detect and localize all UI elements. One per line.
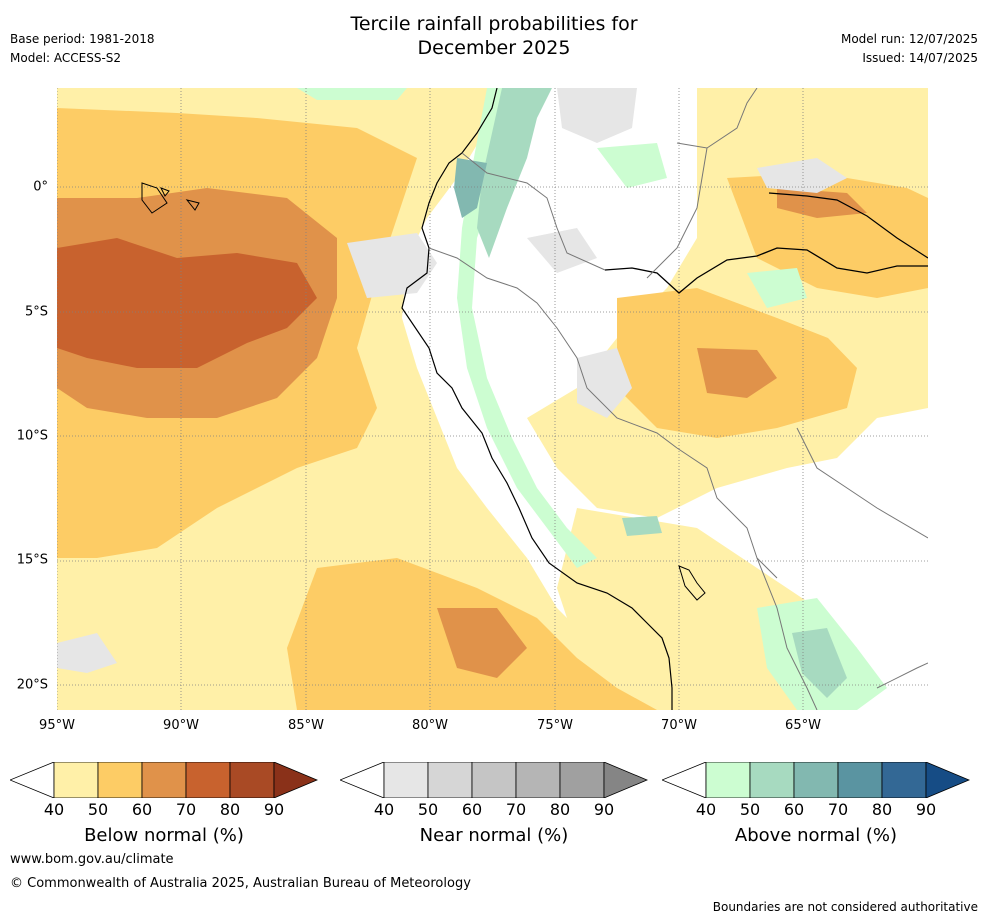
colorbar-near-tick: 60 bbox=[461, 800, 483, 819]
colorbar-below-seg-4 bbox=[229, 761, 275, 799]
colorbar-below-seg-1 bbox=[97, 761, 143, 799]
colorbar-near-tick: 80 bbox=[549, 800, 571, 819]
colorbar-near-seg-4 bbox=[559, 761, 605, 799]
colorbar-near-tick: 40 bbox=[373, 800, 395, 819]
lon-label-90w: 90°W bbox=[163, 718, 199, 733]
colorbar-above-seg-3 bbox=[837, 761, 883, 799]
colorbar-above-tick: 50 bbox=[739, 800, 761, 819]
copyright-text: © Commonwealth of Australia 2025, Austra… bbox=[10, 876, 471, 891]
colorbar-near-tick: 70 bbox=[505, 800, 527, 819]
lat-label-20s: 20°S bbox=[16, 677, 48, 693]
lon-label-95w: 95°W bbox=[39, 718, 75, 733]
above-50-patch-coast bbox=[622, 516, 662, 536]
colorbar-above-graphic bbox=[660, 761, 971, 799]
lon-label-65w: 65°W bbox=[785, 718, 821, 733]
lat-label-0: 0° bbox=[33, 179, 48, 195]
colorbar-below-graphic bbox=[8, 761, 319, 799]
near-40-patch-1 bbox=[557, 88, 637, 143]
colorbar-below-min-arrow bbox=[8, 761, 55, 799]
colorbar-above-ticks: 40 50 60 70 80 90 bbox=[662, 800, 970, 819]
below-70-region-pacific bbox=[57, 238, 317, 368]
amazon-river bbox=[604, 247, 928, 294]
lat-label-5s: 5°S bbox=[24, 304, 48, 320]
coastline bbox=[401, 87, 673, 710]
colorbar-above-seg-2 bbox=[793, 761, 839, 799]
colorbar-above-tick: 60 bbox=[783, 800, 805, 819]
colorbar-near-seg-3 bbox=[515, 761, 561, 799]
lake-titicaca bbox=[678, 565, 706, 601]
galapagos-islands bbox=[141, 182, 200, 214]
boundary-disclaimer: Boundaries are not considered authoritat… bbox=[712, 900, 978, 914]
colorbar-below-tick: 90 bbox=[263, 800, 285, 819]
colorbar-below-ticks: 40 50 60 70 80 90 bbox=[10, 800, 318, 819]
colorbar-below-seg-0 bbox=[53, 761, 99, 799]
above-50-region-andes bbox=[477, 88, 552, 258]
above-40-region-andes bbox=[457, 88, 597, 568]
title-line-1: Tercile rainfall probabilities for bbox=[350, 13, 638, 35]
colorbar-above-normal bbox=[660, 761, 971, 799]
colorbar-above-seg-0 bbox=[705, 761, 751, 799]
title-line-2: December 2025 bbox=[417, 37, 571, 59]
near-40-patch-6 bbox=[527, 228, 597, 273]
issued-label: Issued: 14/07/2025 bbox=[862, 51, 978, 65]
colorbar-below-normal bbox=[8, 761, 319, 799]
amazon-tributary bbox=[768, 192, 929, 259]
colorbar-near-seg-0 bbox=[383, 761, 429, 799]
rainfall-probability-map bbox=[56, 87, 929, 711]
colorbar-near-ticks: 40 50 60 70 80 90 bbox=[340, 800, 648, 819]
near-40-patch-3 bbox=[577, 348, 632, 418]
colorbar-near-tick: 90 bbox=[593, 800, 615, 819]
colorbar-near-tick: 50 bbox=[417, 800, 439, 819]
below-60-region-south bbox=[437, 608, 527, 678]
colorbar-near-label: Near normal (%) bbox=[419, 825, 569, 846]
model-run-label: Model run: 12/07/2025 bbox=[840, 32, 978, 46]
colorbar-above-min-arrow bbox=[660, 761, 707, 799]
colorbar-below-tick: 80 bbox=[219, 800, 241, 819]
colorbar-below-tick: 70 bbox=[175, 800, 197, 819]
near-40-patch-4 bbox=[57, 633, 117, 673]
colorbar-near-seg-2 bbox=[471, 761, 517, 799]
colorbar-below-seg-3 bbox=[185, 761, 231, 799]
colorbar-below-tick: 60 bbox=[131, 800, 153, 819]
above-40-patch-mid bbox=[747, 268, 807, 308]
colorbar-above-label: Above normal (%) bbox=[734, 825, 898, 846]
lat-label-15s: 15°S bbox=[16, 552, 48, 568]
above-50-region-south bbox=[792, 628, 847, 698]
lat-label-10s: 10°S bbox=[16, 428, 48, 444]
above-40-patch-north bbox=[297, 88, 407, 100]
model-label: Model: ACCESS-S2 bbox=[10, 51, 122, 65]
above-60-region-andes bbox=[454, 158, 487, 218]
lon-label-70w: 70°W bbox=[661, 718, 697, 733]
colorbar-above-tick: 90 bbox=[915, 800, 937, 819]
page-title: Tercile rainfall probabilities for Decem… bbox=[0, 12, 988, 60]
colorbar-below-seg-2 bbox=[141, 761, 187, 799]
colorbar-above-seg-1 bbox=[749, 761, 795, 799]
gridlines bbox=[56, 88, 928, 710]
below-60-region-interior bbox=[697, 348, 777, 398]
country-boundaries bbox=[428, 87, 929, 711]
colorbar-above-tick: 70 bbox=[827, 800, 849, 819]
colorbar-below-tick: 50 bbox=[87, 800, 109, 819]
colorbar-above-tick: 80 bbox=[871, 800, 893, 819]
colorbar-above-max-arrow bbox=[925, 761, 971, 799]
colorbar-near-min-arrow bbox=[338, 761, 385, 799]
map-canvas bbox=[56, 87, 929, 711]
colorbar-near-seg-1 bbox=[427, 761, 473, 799]
colorbar-below-label: Below normal (%) bbox=[84, 825, 244, 846]
lon-label-80w: 80°W bbox=[412, 718, 448, 733]
colorbar-near-normal bbox=[338, 761, 649, 799]
colorbar-near-graphic bbox=[338, 761, 649, 799]
colorbar-above-tick: 40 bbox=[695, 800, 717, 819]
lon-label-75w: 75°W bbox=[537, 718, 573, 733]
website-link[interactable]: www.bom.gov.au/climate bbox=[10, 852, 174, 867]
lon-label-85w: 85°W bbox=[288, 718, 324, 733]
colorbar-near-max-arrow bbox=[603, 761, 649, 799]
near-40-patch-5 bbox=[757, 158, 847, 193]
above-40-patch-east bbox=[597, 143, 667, 188]
colorbar-below-max-arrow bbox=[273, 761, 319, 799]
colorbar-above-seg-4 bbox=[881, 761, 927, 799]
base-period-label: Base period: 1981-2018 bbox=[10, 32, 155, 46]
colorbar-below-tick: 40 bbox=[43, 800, 65, 819]
